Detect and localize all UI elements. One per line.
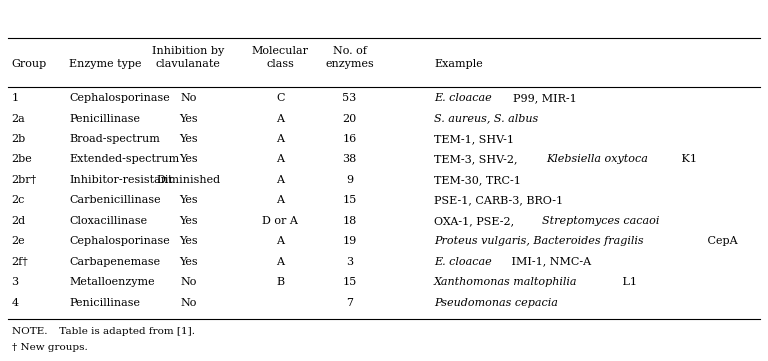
Text: Group: Group [12, 59, 47, 69]
Text: Molecular: Molecular [252, 46, 309, 56]
Text: TEM-1, SHV-1: TEM-1, SHV-1 [434, 134, 514, 144]
Text: Broad-spectrum: Broad-spectrum [69, 134, 160, 144]
Text: Yes: Yes [179, 236, 197, 246]
Text: 15: 15 [343, 195, 356, 205]
Text: † New groups.: † New groups. [12, 343, 88, 352]
Text: OXA-1, PSE-2,: OXA-1, PSE-2, [434, 216, 518, 226]
Text: Pseudomonas cepacia: Pseudomonas cepacia [434, 297, 558, 308]
Text: No: No [180, 297, 197, 308]
Text: 1: 1 [12, 93, 18, 103]
Text: clavulanate: clavulanate [156, 59, 220, 69]
Text: 19: 19 [343, 236, 356, 246]
Text: Yes: Yes [179, 257, 197, 267]
Text: P99, MIR-1: P99, MIR-1 [513, 93, 577, 103]
Text: A: A [276, 114, 284, 123]
Text: Extended-spectrum: Extended-spectrum [69, 155, 180, 165]
Text: 20: 20 [343, 114, 356, 123]
Text: 2b: 2b [12, 134, 26, 144]
Text: B: B [276, 277, 284, 287]
Text: E. cloacae: E. cloacae [434, 257, 492, 267]
Text: 16: 16 [343, 134, 356, 144]
Text: No: No [180, 277, 197, 287]
Text: Yes: Yes [179, 155, 197, 165]
Text: E. cloacae: E. cloacae [434, 93, 495, 103]
Text: 18: 18 [343, 216, 356, 226]
Text: D or A: D or A [263, 216, 298, 226]
Text: A: A [276, 236, 284, 246]
Text: A: A [276, 134, 284, 144]
Text: PSE-1, CARB-3, BRO-1: PSE-1, CARB-3, BRO-1 [434, 195, 563, 205]
Text: A: A [276, 257, 284, 267]
Text: TEM-3, SHV-2,: TEM-3, SHV-2, [434, 155, 521, 165]
Text: Penicillinase: Penicillinase [69, 297, 140, 308]
Text: Metalloenzyme: Metalloenzyme [69, 277, 154, 287]
Text: 38: 38 [343, 155, 356, 165]
Text: L1: L1 [619, 277, 637, 287]
Text: No. of: No. of [333, 46, 366, 56]
Text: enzymes: enzymes [325, 59, 374, 69]
Text: Diminished: Diminished [156, 175, 220, 185]
Text: Cephalosporinase: Cephalosporinase [69, 236, 170, 246]
Text: Cephalosporinase: Cephalosporinase [69, 93, 170, 103]
Text: 7: 7 [346, 297, 353, 308]
Text: CepA: CepA [704, 236, 738, 246]
Text: 2c: 2c [12, 195, 25, 205]
Text: K1: K1 [677, 155, 697, 165]
Text: TEM-30, TRC-1: TEM-30, TRC-1 [434, 175, 521, 185]
Text: class: class [266, 59, 294, 69]
Text: Inhibitor-resistant: Inhibitor-resistant [69, 175, 173, 185]
Text: Inhibition by: Inhibition by [152, 46, 224, 56]
Text: Yes: Yes [179, 195, 197, 205]
Text: Yes: Yes [179, 216, 197, 226]
Text: 53: 53 [343, 93, 356, 103]
Text: S. aureus, S. albus: S. aureus, S. albus [434, 114, 538, 123]
Text: A: A [276, 175, 284, 185]
Text: IMI-1, NMC-A: IMI-1, NMC-A [508, 257, 591, 267]
Text: Xanthomonas maltophilia: Xanthomonas maltophilia [434, 277, 578, 287]
Text: 2d: 2d [12, 216, 25, 226]
Text: Klebsiella oxytoca: Klebsiella oxytoca [546, 155, 648, 165]
Text: Carbapenemase: Carbapenemase [69, 257, 161, 267]
Text: 4: 4 [12, 297, 18, 308]
Text: 3: 3 [346, 257, 353, 267]
Text: Example: Example [434, 59, 482, 69]
Text: 9: 9 [346, 175, 353, 185]
Text: 3: 3 [12, 277, 18, 287]
Text: NOTE.   Table is adapted from [1].: NOTE. Table is adapted from [1]. [12, 327, 194, 336]
Text: Yes: Yes [179, 134, 197, 144]
Text: 2be: 2be [12, 155, 32, 165]
Text: 2e: 2e [12, 236, 25, 246]
Text: Enzyme type: Enzyme type [69, 59, 141, 69]
Text: Proteus vulgaris, Bacteroides fragilis: Proteus vulgaris, Bacteroides fragilis [434, 236, 644, 246]
Text: Penicillinase: Penicillinase [69, 114, 140, 123]
Text: Carbenicillinase: Carbenicillinase [69, 195, 161, 205]
Text: Streptomyces cacaoi: Streptomyces cacaoi [541, 216, 659, 226]
Text: Yes: Yes [179, 114, 197, 123]
Text: C: C [276, 93, 285, 103]
Text: A: A [276, 195, 284, 205]
Text: 15: 15 [343, 277, 356, 287]
Text: No: No [180, 93, 197, 103]
Text: 2a: 2a [12, 114, 25, 123]
Text: 2f†: 2f† [12, 257, 28, 267]
Text: 2br†: 2br† [12, 175, 37, 185]
Text: A: A [276, 155, 284, 165]
Text: Cloxacillinase: Cloxacillinase [69, 216, 147, 226]
